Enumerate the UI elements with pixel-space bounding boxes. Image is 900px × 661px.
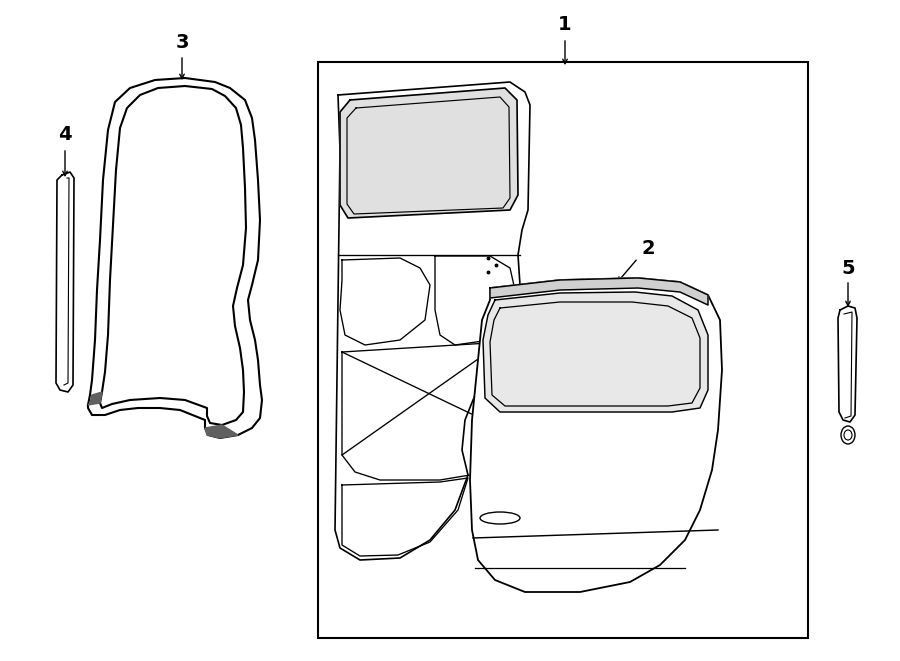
Polygon shape <box>88 392 102 405</box>
Text: 5: 5 <box>842 258 855 278</box>
Polygon shape <box>205 425 238 438</box>
Polygon shape <box>838 306 857 422</box>
Polygon shape <box>483 292 708 412</box>
Polygon shape <box>470 278 722 592</box>
Ellipse shape <box>841 426 855 444</box>
Polygon shape <box>56 172 74 392</box>
Polygon shape <box>490 278 708 305</box>
Ellipse shape <box>844 430 852 440</box>
Text: 4: 4 <box>58 126 72 145</box>
Polygon shape <box>335 82 530 560</box>
Text: 3: 3 <box>176 34 189 52</box>
Polygon shape <box>340 88 518 218</box>
Text: 1: 1 <box>558 15 572 34</box>
Ellipse shape <box>480 512 520 524</box>
Text: 2: 2 <box>641 239 655 258</box>
Bar <box>318 62 808 638</box>
